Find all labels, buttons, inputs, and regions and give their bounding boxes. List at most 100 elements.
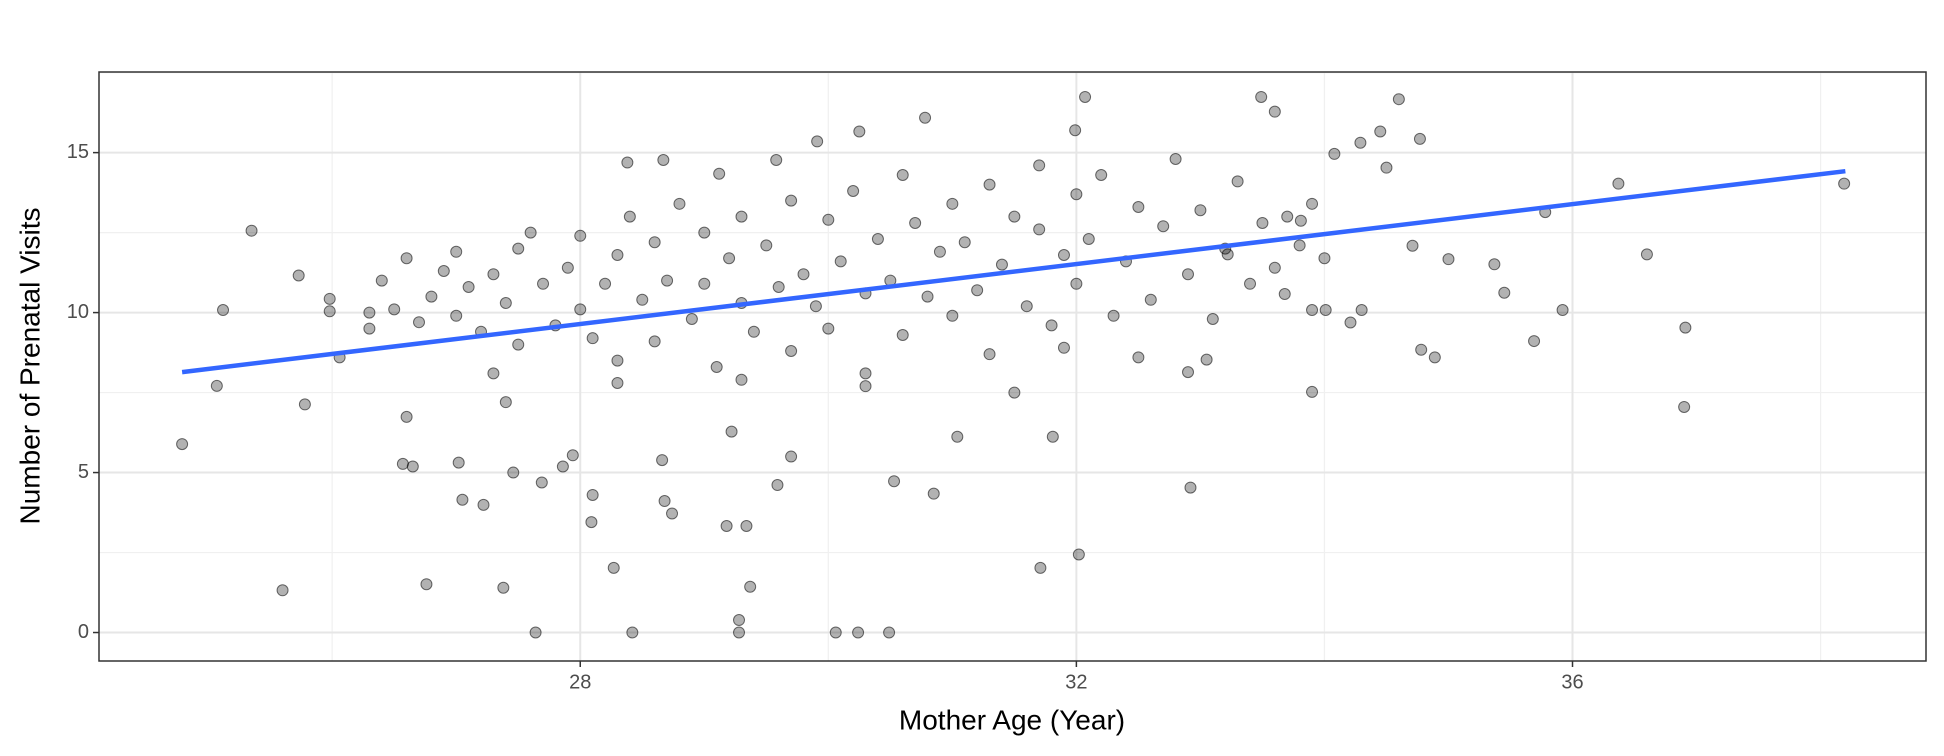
x-tick-label: 32 xyxy=(1065,671,1087,693)
point xyxy=(747,325,760,338)
point xyxy=(400,252,413,265)
point xyxy=(1354,136,1367,149)
point xyxy=(1070,277,1083,290)
point xyxy=(1221,248,1234,261)
point xyxy=(1255,90,1268,103)
point xyxy=(1328,147,1341,160)
point xyxy=(1498,286,1511,299)
point xyxy=(1057,249,1070,262)
point xyxy=(507,466,520,479)
point xyxy=(636,293,649,306)
point xyxy=(744,580,757,593)
point xyxy=(710,360,723,373)
point xyxy=(685,312,698,325)
point xyxy=(740,519,753,532)
point xyxy=(1200,353,1213,366)
point xyxy=(1640,248,1653,261)
point xyxy=(713,167,726,180)
point xyxy=(883,626,896,639)
point xyxy=(658,495,671,508)
point xyxy=(1057,341,1070,354)
point xyxy=(1268,105,1281,118)
point xyxy=(1033,159,1046,172)
point xyxy=(859,367,872,380)
point xyxy=(921,290,934,303)
panel-border xyxy=(98,71,1927,662)
point xyxy=(512,338,525,351)
point xyxy=(1528,335,1541,348)
point xyxy=(626,626,639,639)
point xyxy=(859,380,872,393)
point xyxy=(437,264,450,277)
point xyxy=(983,178,996,191)
point xyxy=(210,379,223,392)
point xyxy=(1488,258,1501,271)
point xyxy=(946,309,959,322)
point xyxy=(425,290,438,303)
x-tick-label: 36 xyxy=(1561,671,1583,693)
point xyxy=(951,430,964,443)
point xyxy=(933,245,946,258)
point xyxy=(621,156,634,169)
point xyxy=(656,454,669,467)
point xyxy=(735,210,748,223)
point xyxy=(1293,239,1306,252)
point xyxy=(1107,309,1120,322)
point xyxy=(537,277,550,290)
point xyxy=(585,516,598,529)
point xyxy=(1679,321,1692,334)
y-axis-title: Number of Prenatal Visits xyxy=(14,208,45,525)
point xyxy=(735,373,748,386)
point xyxy=(733,614,746,627)
point xyxy=(1045,319,1058,332)
point xyxy=(661,274,674,287)
point xyxy=(375,274,388,287)
point xyxy=(276,584,289,597)
point xyxy=(1033,223,1046,236)
point xyxy=(1294,214,1307,227)
point xyxy=(770,153,783,166)
point xyxy=(1072,548,1085,561)
point xyxy=(896,169,909,182)
point xyxy=(217,304,230,317)
point xyxy=(535,476,548,489)
point xyxy=(1008,210,1021,223)
point xyxy=(1256,217,1269,230)
point xyxy=(363,322,376,335)
point xyxy=(396,457,409,470)
point xyxy=(1132,201,1145,214)
point xyxy=(1169,153,1182,166)
point xyxy=(871,233,884,246)
point xyxy=(1415,343,1428,356)
point xyxy=(847,185,860,198)
point xyxy=(452,456,465,469)
point xyxy=(785,344,798,357)
point xyxy=(586,332,599,345)
point xyxy=(1144,293,1157,306)
point xyxy=(611,354,624,367)
point xyxy=(1413,132,1426,145)
point xyxy=(420,578,433,591)
point xyxy=(499,296,512,309)
point xyxy=(574,229,587,242)
point xyxy=(760,239,773,252)
point xyxy=(556,460,569,473)
point xyxy=(611,376,624,389)
point xyxy=(909,217,922,230)
point xyxy=(698,226,711,239)
point xyxy=(456,493,469,506)
point xyxy=(896,328,909,341)
point xyxy=(487,367,500,380)
point xyxy=(1428,351,1441,364)
point xyxy=(1020,300,1033,313)
y-tick-label: 10 xyxy=(67,301,89,323)
point xyxy=(698,277,711,290)
point xyxy=(811,135,824,148)
panel xyxy=(99,72,1926,661)
point xyxy=(995,258,1008,271)
point xyxy=(1556,304,1569,317)
point xyxy=(323,305,336,318)
point xyxy=(1268,261,1281,274)
point xyxy=(946,197,959,210)
point xyxy=(1182,366,1195,379)
